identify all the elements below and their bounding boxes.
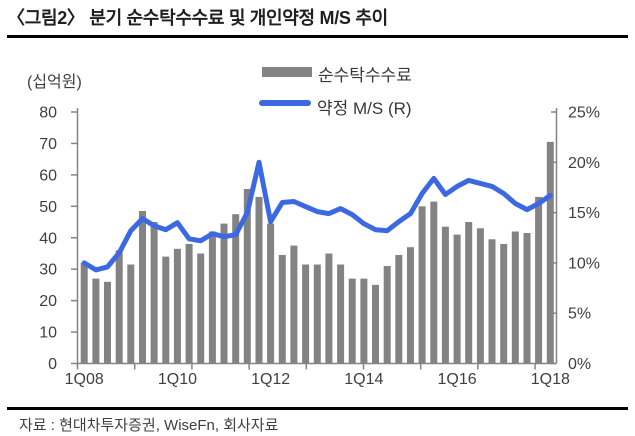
bar-2Q16 [465,222,473,364]
bar-1Q11 [220,223,228,364]
bar-3Q11 [243,189,251,364]
bar-3Q16 [476,228,484,364]
bar-2Q13 [325,253,333,364]
left-axis-tick-label: 0 [48,356,57,373]
bar-3Q09 [150,222,158,364]
bar-4Q17 [535,196,543,364]
left-axis-tick-label: 10 [39,325,57,342]
bar-1Q10 [173,248,181,364]
bar-2Q10 [185,244,193,364]
bar-4Q08 [115,250,123,364]
bar-4Q14 [395,255,403,364]
bar-1Q16 [453,234,461,364]
bar-3Q13 [337,264,345,364]
bar-1Q15 [407,247,414,364]
title-rule [7,35,628,38]
left-axis-unit-label: (십억원) [27,74,82,91]
left-axis-tick-label: 60 [39,167,57,184]
line-series-legend-label: 약정 M/S (R) [317,99,412,118]
bar-4Q16 [488,239,496,364]
bar-4Q10 [208,231,216,364]
right-axis-tick-label: 5% [568,306,591,323]
bar-4Q13 [348,278,356,364]
bar-4Q11 [255,196,263,364]
bar-2Q14 [372,284,379,364]
bar-2Q17 [511,231,519,364]
bar-1Q12 [267,223,275,364]
right-axis-tick-label: 0% [568,356,591,373]
x-axis-tick-label: 1Q16 [438,371,477,388]
left-axis-tick-label: 70 [39,136,57,153]
bar-4Q12 [302,264,310,364]
bar-3Q10 [197,253,205,364]
bar-2Q09 [139,211,146,364]
figure-title: 〈그림2〉 분기 순수탁수수료 및 개인약정 M/S 추이 [7,8,388,28]
bar-3Q17 [523,233,531,364]
left-axis-tick-label: 40 [39,230,57,247]
left-axis-tick-label: 30 [39,262,57,279]
bar-series-legend-label: 순수탁수수료 [318,66,412,85]
bar-2Q15 [418,206,426,364]
bar-2Q11 [232,214,240,364]
line-series-legend-swatch [259,100,311,106]
ms-line-series [81,159,553,273]
x-axis-tick-label: 1Q14 [344,371,383,388]
bar-2Q12 [278,255,286,364]
footer-rule [7,407,628,410]
bar-3Q08 [104,281,111,364]
right-axis-tick-label: 15% [568,205,600,222]
bar-4Q15 [441,226,449,364]
source-note: 자료 : 현대차투자증권, WiseFn, 회사자료 [19,417,279,434]
bar-3Q15 [430,201,438,364]
right-axis-tick-label: 10% [568,255,600,272]
bar-1Q14 [360,278,368,364]
right-axis-tick-label: 25% [568,105,600,122]
x-axis-tick-label: 1Q10 [158,371,197,388]
x-axis-tick-label: 1Q12 [251,371,290,388]
bar-1Q13 [313,264,321,364]
x-axis-tick-label: 1Q18 [531,371,570,388]
right-axis-tick-label: 20% [568,155,600,172]
bar-series-legend-swatch [262,67,312,77]
bar-1Q18 [546,141,554,364]
left-axis-tick-label: 80 [39,105,57,122]
bar-3Q14 [383,266,391,364]
left-axis-tick-label: 20 [39,293,57,310]
x-axis-tick-label: 1Q08 [65,371,104,388]
bar-1Q17 [500,244,508,364]
left-axis-tick-label: 50 [39,199,57,216]
bar-1Q09 [127,264,135,364]
bar-3Q12 [290,245,298,364]
bar-2Q08 [92,278,100,364]
bar-1Q08 [80,262,88,364]
bar-4Q09 [162,256,170,364]
